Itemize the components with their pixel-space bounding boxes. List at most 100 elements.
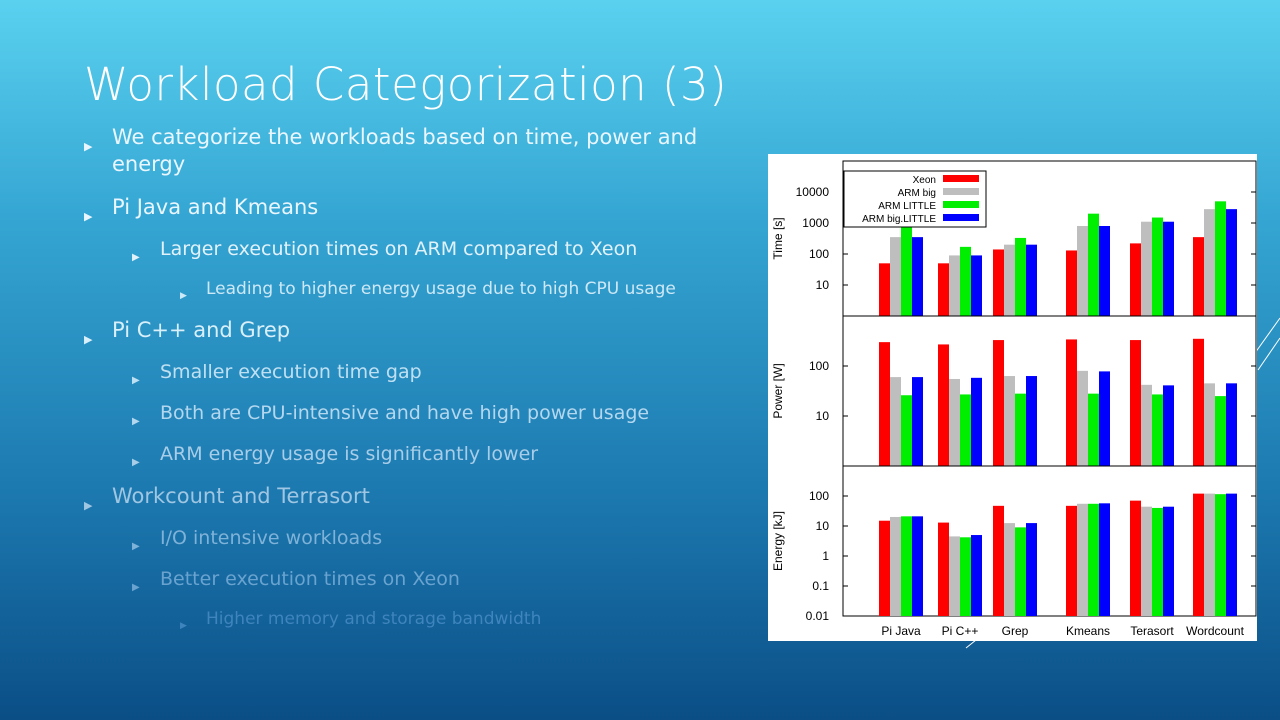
bullet-arrow-icon: ▶ bbox=[132, 252, 140, 263]
legend-swatch bbox=[943, 175, 979, 182]
bar bbox=[901, 395, 912, 466]
legend-swatch bbox=[943, 188, 979, 195]
bar bbox=[912, 516, 923, 616]
bullet-text: ARM energy usage is significantly lower bbox=[160, 443, 539, 465]
legend-label: ARM big bbox=[898, 188, 936, 199]
bar bbox=[1163, 385, 1174, 466]
bar bbox=[1193, 338, 1204, 466]
bullet-item: ▶ Workcount and Terrasort bbox=[84, 483, 764, 512]
bar bbox=[993, 340, 1004, 466]
x-tick-label: Wordcount bbox=[1186, 624, 1244, 638]
bullet-arrow-icon: ▶ bbox=[84, 140, 93, 153]
bar bbox=[1066, 505, 1077, 616]
bar bbox=[1004, 376, 1015, 466]
bullet-text: Pi C++ and Grep bbox=[112, 318, 291, 342]
y-tick-label: 10 bbox=[816, 278, 830, 292]
plot-frame bbox=[842, 465, 1257, 617]
bullet-text: Higher memory and storage bandwidth bbox=[206, 609, 542, 629]
chart-figure: 10 100 1000 10000 Time [s] 10 100 Power [W] 0.01… bbox=[768, 154, 1257, 641]
bullet-item: ▶ Leading to higher energy usage due to h… bbox=[84, 278, 764, 301]
bar bbox=[1015, 527, 1026, 616]
bullet-arrow-icon: ▶ bbox=[180, 621, 187, 631]
y-tick-label: 1000 bbox=[802, 216, 829, 230]
bullet-arrow-icon: ▶ bbox=[132, 375, 140, 386]
bar bbox=[949, 378, 960, 466]
bar bbox=[1141, 221, 1152, 316]
bullet-item: ▶ Pi Java and Kmeans bbox=[84, 194, 764, 223]
bullet-item: ▶ ARM energy usage is significantly lower bbox=[84, 442, 764, 468]
bar bbox=[890, 377, 901, 466]
bar bbox=[938, 522, 949, 616]
bullet-text: We categorize the workloads based on tim… bbox=[112, 125, 698, 176]
bar bbox=[1204, 209, 1215, 316]
bar bbox=[879, 342, 890, 466]
bar bbox=[1152, 217, 1163, 316]
bar bbox=[971, 255, 982, 316]
bar bbox=[1066, 339, 1077, 466]
y-tick-label: 100 bbox=[809, 489, 829, 503]
bar bbox=[1193, 237, 1204, 316]
bar bbox=[960, 246, 971, 316]
y-tick-label: 0.01 bbox=[806, 609, 830, 623]
bullet-item: ▶ Both are CPU-intensive and have high po… bbox=[84, 401, 764, 427]
legend-swatch bbox=[943, 214, 979, 221]
bar bbox=[1099, 503, 1110, 616]
bar bbox=[1163, 221, 1174, 316]
bar bbox=[971, 377, 982, 466]
bullet-item: ▶ Better execution times on Xeon bbox=[84, 567, 764, 593]
y-axis-label: Time [s] bbox=[771, 217, 785, 259]
bar bbox=[1215, 201, 1226, 316]
bar bbox=[1226, 493, 1237, 616]
bar bbox=[1077, 370, 1088, 466]
bullet-text: Smaller execution time gap bbox=[160, 361, 422, 383]
y-tick-label: 1 bbox=[822, 549, 829, 563]
x-tick-label: Grep bbox=[1002, 624, 1029, 638]
bar bbox=[1152, 394, 1163, 466]
bar bbox=[1026, 244, 1037, 316]
bar bbox=[901, 226, 912, 316]
bar bbox=[912, 237, 923, 316]
bar bbox=[879, 520, 890, 616]
bullet-item: ▶ Larger execution times on ARM compared … bbox=[84, 237, 764, 263]
bar bbox=[890, 237, 901, 316]
bullet-arrow-icon: ▶ bbox=[84, 499, 93, 512]
bar bbox=[1099, 371, 1110, 466]
legend-label: ARM LITTLE bbox=[878, 201, 936, 212]
bar bbox=[901, 516, 912, 616]
bullet-item: ▶ We categorize the workloads based on ti… bbox=[84, 124, 764, 178]
bar bbox=[1141, 506, 1152, 616]
bar bbox=[960, 537, 971, 616]
bullet-text: Workcount and Terrasort bbox=[112, 484, 370, 508]
slide-title: Workload Categorization (3) bbox=[84, 58, 728, 111]
x-tick-label: Pi C++ bbox=[942, 624, 979, 638]
bullet-item: ▶ Smaller execution time gap bbox=[84, 360, 764, 386]
bar bbox=[1066, 250, 1077, 316]
bar bbox=[1026, 376, 1037, 466]
bar bbox=[1226, 383, 1237, 466]
bar-chart: 10 100 1000 10000 Time [s] 10 100 Power [W] 0.01… bbox=[771, 160, 1257, 638]
bar bbox=[1077, 503, 1088, 616]
bullet-item: ▶ Pi C++ and Grep bbox=[84, 317, 764, 346]
bar bbox=[993, 249, 1004, 316]
bullet-arrow-icon: ▶ bbox=[84, 210, 93, 223]
bullet-arrow-icon: ▶ bbox=[84, 333, 93, 346]
bar bbox=[912, 377, 923, 466]
bullet-arrow-icon: ▶ bbox=[180, 291, 187, 301]
bar bbox=[1130, 243, 1141, 316]
bar bbox=[1088, 393, 1099, 466]
y-axis-label: Power [W] bbox=[771, 363, 785, 418]
bullet-arrow-icon: ▶ bbox=[132, 541, 140, 552]
bullet-text: I/O intensive workloads bbox=[160, 527, 383, 549]
bar bbox=[1204, 493, 1215, 616]
bar bbox=[993, 505, 1004, 616]
bullet-item: ▶ I/O intensive workloads bbox=[84, 526, 764, 552]
bar bbox=[1193, 493, 1204, 616]
bullet-text: Pi Java and Kmeans bbox=[112, 195, 319, 219]
bar bbox=[1215, 494, 1226, 616]
bar bbox=[1004, 244, 1015, 316]
bar bbox=[1215, 396, 1226, 466]
bullet-text: Better execution times on Xeon bbox=[160, 568, 460, 590]
x-tick-label: Terasort bbox=[1130, 624, 1174, 638]
y-tick-label: 100 bbox=[809, 247, 829, 261]
y-axis-label: Energy [kJ] bbox=[771, 511, 785, 571]
